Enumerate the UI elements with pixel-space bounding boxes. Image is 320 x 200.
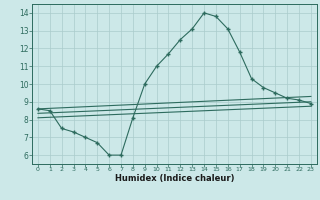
X-axis label: Humidex (Indice chaleur): Humidex (Indice chaleur) xyxy=(115,174,234,183)
